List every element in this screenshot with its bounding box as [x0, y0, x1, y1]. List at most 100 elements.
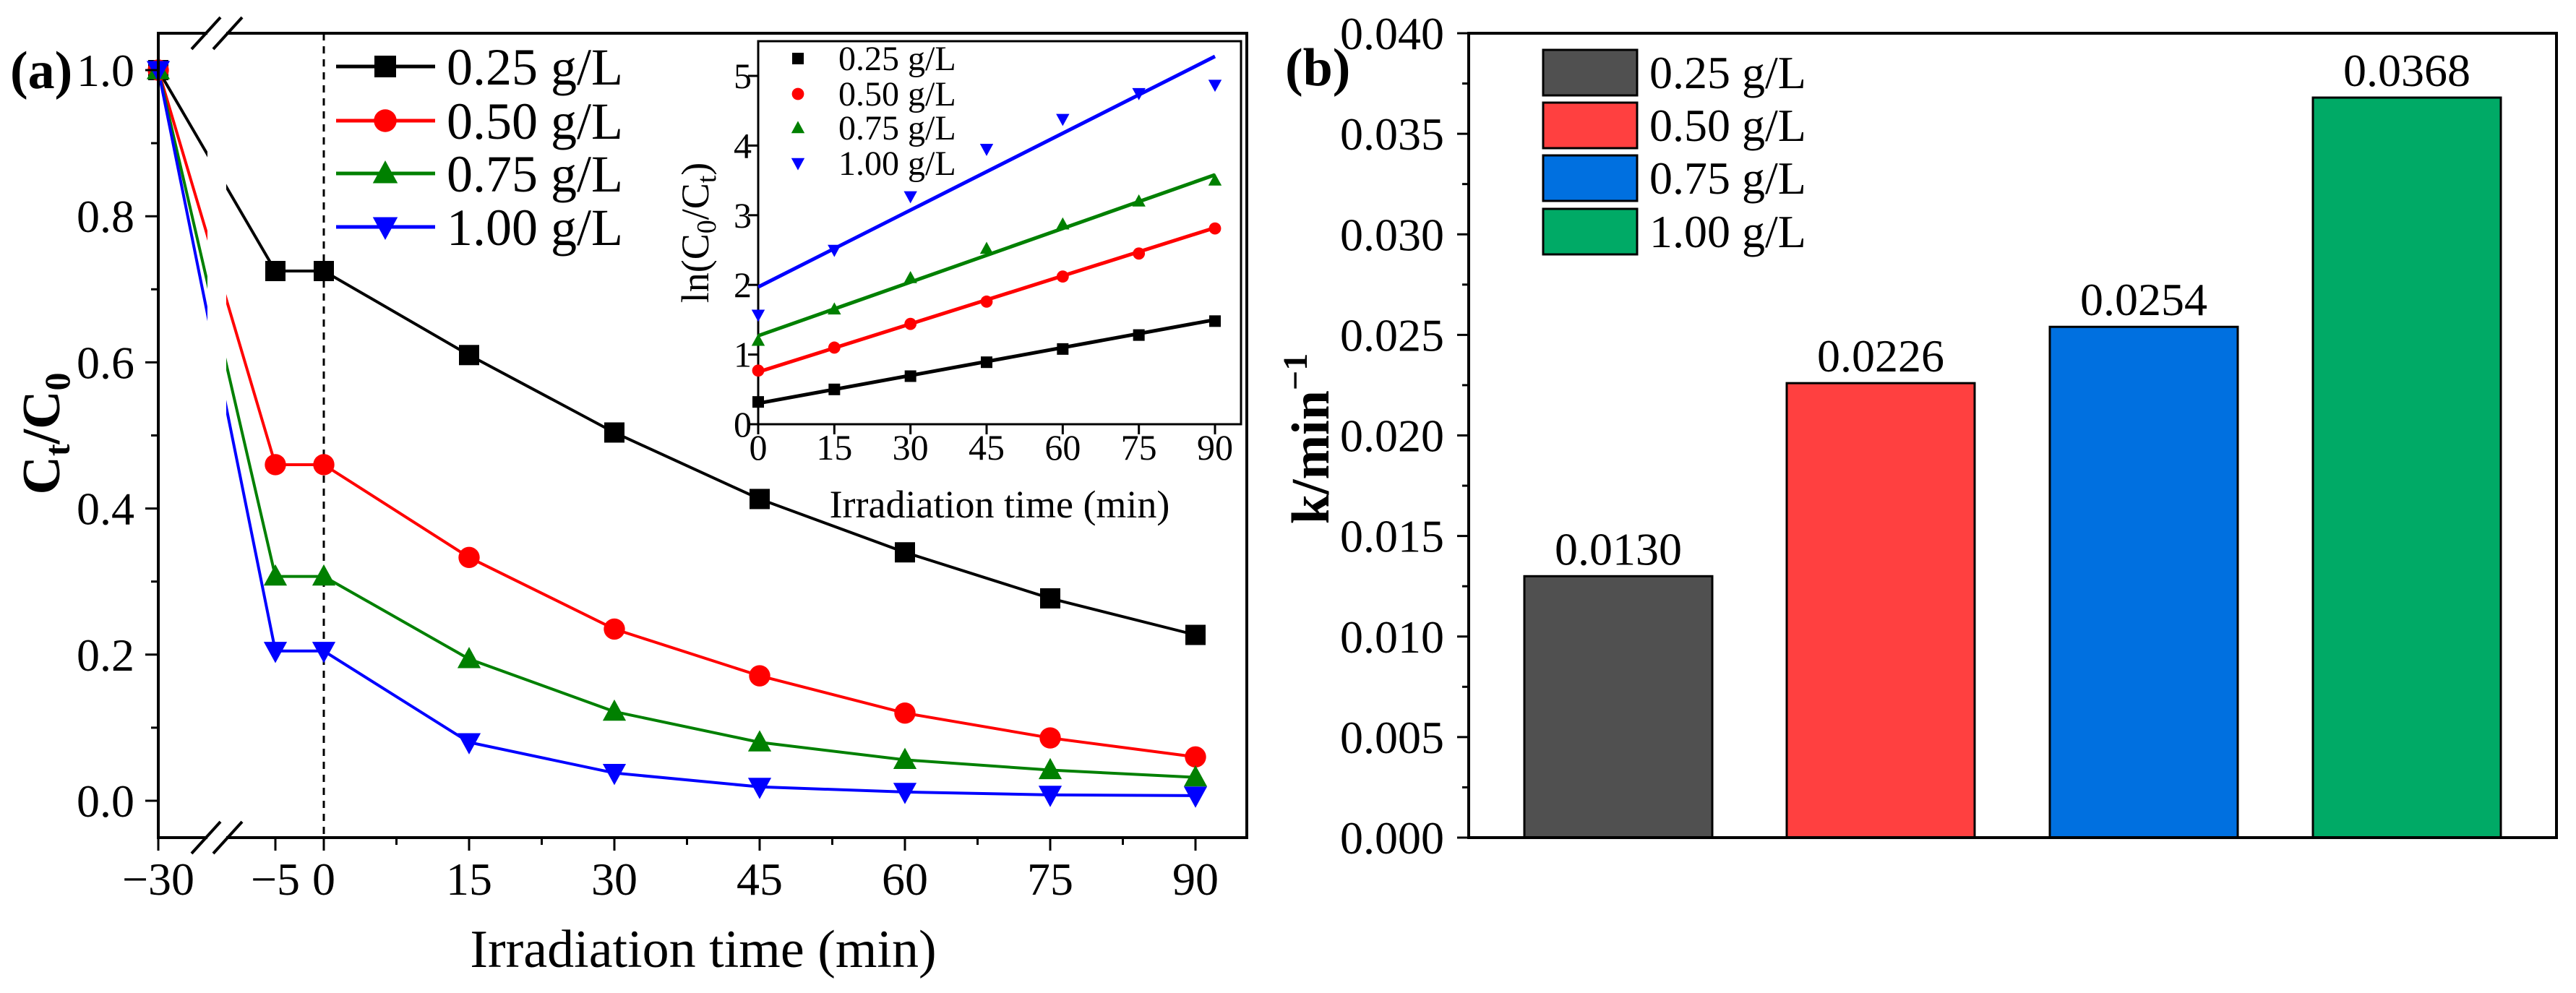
inset-legend-marker-1 [791, 87, 804, 100]
y-tick-label: 0.0 [77, 775, 134, 827]
legend-label: 1.00 g/L [447, 199, 623, 257]
bar-0 [1523, 575, 1714, 839]
inset-y-axis-title: ln(C0/Ct) [674, 163, 722, 304]
data-point-2-8 [1183, 765, 1208, 787]
axis-break-slash [190, 16, 222, 51]
inset-y-title-sub0: 0 [692, 220, 722, 233]
data-point-2-4 [602, 699, 627, 721]
inset-x-tick-label: 60 [1044, 427, 1081, 468]
inset-point-0-5 [1133, 329, 1145, 341]
inset-point-0-2 [904, 370, 916, 382]
axis-break-slash [212, 820, 244, 855]
x-tick-label: 15 [446, 854, 492, 905]
bar-2 [2048, 325, 2239, 839]
x-tick-label: 60 [882, 854, 928, 905]
data-point-3-7 [1038, 786, 1062, 807]
inset-x-tick-label: 75 [1121, 427, 1157, 468]
inset-point-0-4 [1057, 343, 1069, 355]
main-y-axis-title: Ct/C0 [12, 372, 77, 494]
inset-point-3-1 [828, 244, 841, 257]
x-tick-label: 30 [591, 854, 637, 905]
bar-y-tick-label: 0.010 [1340, 611, 1444, 663]
inset-point-1-4 [1056, 270, 1069, 283]
legend-label: 0.25 g/L [447, 38, 623, 96]
inset-point-1-1 [828, 341, 841, 354]
inset-x-tick-label: 15 [816, 427, 852, 468]
axis-break-slash [212, 16, 244, 51]
y-tick-label: 1.0 [77, 45, 134, 96]
bar-y-tick-label: 0.035 [1340, 108, 1444, 160]
y-title-c: C [12, 456, 72, 494]
main-x-axis-title: Irradiation time (min) [470, 920, 936, 979]
inset-y-title-subt: t [692, 175, 722, 183]
axis-break-gap [207, 26, 226, 845]
data-point-1-2 [313, 454, 335, 476]
bar-y-tick-label: 0.040 [1340, 8, 1444, 59]
bar-value-label: 0.0130 [1555, 523, 1682, 575]
inset-legend-marker-2 [791, 121, 805, 134]
bar-y-tick-label: 0.000 [1340, 812, 1444, 864]
data-point-2-5 [747, 730, 772, 752]
bar-legend-swatch-3 [1542, 207, 1639, 256]
bar-value-label: 0.0368 [2343, 45, 2470, 96]
y-title-sub-0: 0 [37, 372, 77, 390]
data-point-3-6 [893, 783, 917, 804]
data-point-2-1 [263, 564, 288, 586]
inset-point-0-0 [752, 396, 764, 408]
y-tick-label: 0.4 [77, 483, 134, 535]
data-point-0-2 [314, 261, 334, 282]
inset-point-3-6 [1208, 79, 1222, 93]
inset-x-tick-label: 30 [893, 427, 929, 468]
inset-point-3-0 [751, 309, 765, 322]
bar-legend-label: 0.75 g/L [1649, 152, 1806, 204]
inset-legend-label: 0.75 g/L [838, 109, 956, 147]
bar-legend-label: 0.50 g/L [1649, 100, 1806, 151]
inset-point-3-5 [1132, 87, 1146, 100]
inset-point-2-4 [1056, 217, 1070, 230]
data-point-1-4 [604, 618, 625, 640]
inset-point-1-5 [1133, 247, 1146, 260]
data-point-0-6 [895, 542, 915, 563]
data-point-3-4 [602, 763, 627, 786]
inset-x-tick-label: 0 [750, 427, 768, 468]
bar-y-tick-label: 0.025 [1340, 309, 1444, 361]
x-tick-label: −30 [122, 854, 194, 905]
bar-y-tick-label: 0.015 [1340, 511, 1444, 562]
inset-point-2-0 [751, 333, 765, 346]
bar-y-title-k: k/min [1281, 390, 1341, 524]
inset-point-3-2 [903, 191, 917, 204]
inset-y-tick-label: 0 [734, 404, 752, 444]
data-point-2-6 [893, 747, 917, 769]
inset-point-1-0 [752, 364, 765, 377]
inset-point-2-3 [979, 241, 994, 254]
inset-point-2-6 [1208, 173, 1222, 186]
data-point-3-3 [457, 733, 481, 755]
main-plot: −30 −5 0 15 30 45 60 75 900.00.20.40.60.81.0 0.25… [77, 16, 1248, 905]
bar-y-tick-label: 0.020 [1340, 410, 1444, 462]
data-point-2-2 [312, 564, 336, 586]
data-point-0-8 [1185, 624, 1206, 645]
panel-label-b: (b) [1285, 38, 1350, 98]
axis-break-slash [190, 820, 222, 855]
bar-legend-label: 1.00 g/L [1649, 206, 1806, 257]
inset-legend-label: 0.50 g/L [838, 75, 956, 113]
inset-point-1-3 [980, 295, 993, 308]
inset-y-tick-label: 1 [734, 335, 752, 375]
bar-legend-swatch-2 [1542, 154, 1639, 202]
inset-legend-label: 1.00 g/L [838, 145, 956, 183]
inset-x-tick-label: 45 [969, 427, 1005, 468]
data-point-1-5 [749, 665, 770, 687]
inset-y-tick-label: 5 [734, 56, 752, 96]
inset-y-title-ln: ln(C [674, 233, 717, 303]
bar-y-tick-label: 0.030 [1340, 209, 1444, 260]
inset-point-3-3 [979, 144, 994, 156]
inset-legend-marker-0 [792, 53, 804, 64]
inset-point-2-5 [1132, 194, 1146, 207]
inset-point-2-1 [828, 302, 841, 315]
panel-label-a: (a) [10, 41, 72, 100]
y-tick-label: 0.6 [77, 337, 134, 388]
inset-point-0-1 [828, 383, 841, 395]
inset-point-2-2 [903, 270, 917, 283]
